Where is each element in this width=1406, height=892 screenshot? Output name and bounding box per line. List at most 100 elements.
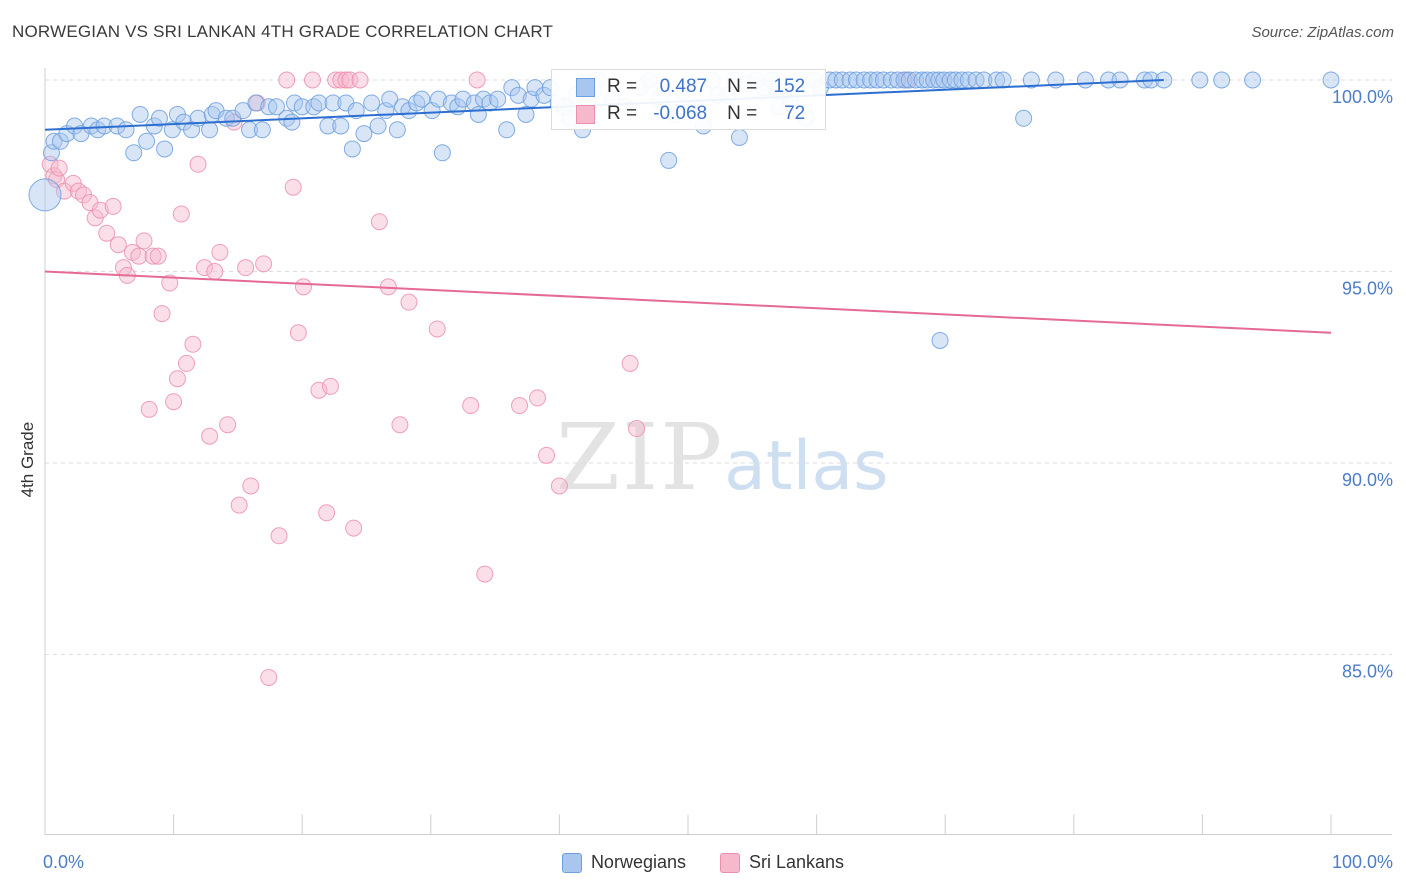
sri-lankan-point — [327, 71, 345, 89]
norwegian-point — [150, 109, 168, 127]
norwegian-point — [267, 98, 285, 116]
axes — [44, 68, 1392, 836]
norwegian-point — [240, 121, 258, 139]
norwegian-point — [1022, 71, 1040, 89]
x-tick-label: 0.0% — [43, 852, 84, 872]
sri-lankan-point — [206, 263, 224, 280]
watermark-zip: ZIP — [556, 404, 725, 511]
sri-lankan-point — [91, 201, 109, 219]
sri-lankan-point — [260, 668, 278, 686]
watermark: ZIPatlas — [556, 404, 889, 511]
sri-lankan-point — [201, 427, 219, 445]
sri-lankan-point — [428, 320, 446, 338]
sri-lankan-point — [109, 236, 127, 254]
norwegian-point — [660, 151, 678, 169]
norwegian-point — [138, 132, 156, 150]
legend-swatch-blue — [561, 852, 582, 873]
sri-lankan-point — [278, 71, 296, 89]
y-axis-title: 4th Grade — [18, 422, 37, 498]
legend: Norwegians Sri Lankans — [0, 852, 1406, 873]
legend-swatch-pink — [719, 852, 740, 873]
n-label: N = — [727, 103, 758, 124]
norwegian-point — [994, 71, 1012, 89]
chart-title: NORWEGIAN VS SRI LANKAN 4TH GRADE CORREL… — [12, 22, 554, 41]
r-label: R = — [607, 103, 638, 124]
y-tick-label: 90.0% — [1342, 470, 1393, 490]
norwegian-point — [1213, 71, 1231, 89]
source-label: Source: ZipAtlas.com — [1251, 24, 1394, 41]
norwegian-point — [862, 71, 880, 89]
sri-lankan-point — [242, 477, 260, 495]
stats-swatch-blue — [576, 77, 595, 97]
sri-lankan-point — [529, 389, 547, 407]
norwegian-point — [1015, 109, 1033, 127]
n-value: 72 — [784, 103, 806, 124]
sri-lankan-point — [303, 71, 321, 89]
sri-lankan-point — [270, 527, 288, 545]
sri-lankan-point — [370, 213, 388, 231]
norwegian-point — [935, 71, 953, 89]
sri-lankan-point — [294, 278, 312, 296]
norwegian-point — [45, 132, 63, 150]
r-value: -0.068 — [653, 103, 708, 124]
sri-lankan-point — [195, 259, 213, 277]
stats-box: R = 0.487 N = 152 R = -0.068 N = 72 — [551, 69, 826, 130]
norwegian-point — [1191, 71, 1209, 89]
norwegian-point — [946, 71, 964, 89]
sri-lankan-point — [318, 504, 336, 522]
sri-lankan-point — [135, 232, 153, 250]
norwegian-point — [283, 113, 301, 131]
legend-item-norwegians[interactable]: Norwegians — [561, 852, 686, 873]
norwegian-point — [430, 90, 448, 108]
norwegian-point — [381, 90, 399, 108]
sri-lankan-point — [550, 477, 568, 495]
sri-lankan-point — [237, 259, 255, 277]
sri-lankan-point — [321, 377, 339, 395]
norwegian-point — [363, 94, 381, 112]
norwegian-point — [388, 121, 406, 139]
norwegian-point — [941, 71, 959, 89]
norwegian-point — [369, 117, 387, 135]
sri-lankan-point — [161, 274, 179, 292]
norwegian-point — [1111, 71, 1129, 89]
sri-lankan-point — [345, 519, 363, 537]
legend-item-sri-lankans[interactable]: Sri Lankans — [719, 852, 845, 873]
norwegian-point — [293, 98, 311, 116]
y-tick-label: 100.0% — [1332, 87, 1393, 107]
norwegian-point — [1322, 71, 1340, 89]
sri-lankan-point — [219, 416, 237, 434]
sri-lankan-point — [168, 370, 186, 388]
norwegian-point — [201, 121, 219, 139]
sri-lankan-point — [98, 224, 116, 242]
norwegian-point — [332, 117, 350, 135]
sri-lankan-point — [130, 247, 148, 265]
sri-lankan-point — [140, 400, 158, 418]
norwegian-point — [730, 128, 748, 146]
norwegian-point — [889, 71, 907, 89]
legend-label-norwegians: Norwegians — [590, 852, 686, 872]
sri-lankan-point — [628, 420, 646, 438]
stats-swatch-pink — [576, 104, 595, 124]
sri-lankan-point — [400, 293, 418, 311]
norwegian-point — [827, 71, 845, 89]
sri-lankans-trend-line — [44, 270, 1332, 334]
norwegian-point — [498, 121, 516, 139]
norwegian-point — [489, 90, 507, 108]
stats-row-norwegians: R = 0.487 N = 152 — [552, 73, 805, 101]
norwegian-point — [28, 178, 62, 212]
sri-lankan-point — [211, 243, 229, 261]
norwegian-point — [930, 71, 948, 89]
legend-label-sri-lankans: Sri Lankans — [748, 852, 845, 872]
norwegian-point — [355, 125, 373, 143]
norwegian-point — [310, 94, 328, 112]
sri-lankans-points — [41, 71, 916, 686]
norwegian-point — [925, 71, 943, 89]
sri-lankan-point — [144, 247, 162, 265]
norwegian-point — [517, 105, 535, 123]
sri-lankan-point — [351, 71, 369, 89]
sri-lankan-point — [341, 71, 359, 89]
sri-lankan-point — [337, 71, 355, 89]
norwegian-point — [855, 71, 873, 89]
norwegian-point — [117, 121, 135, 139]
